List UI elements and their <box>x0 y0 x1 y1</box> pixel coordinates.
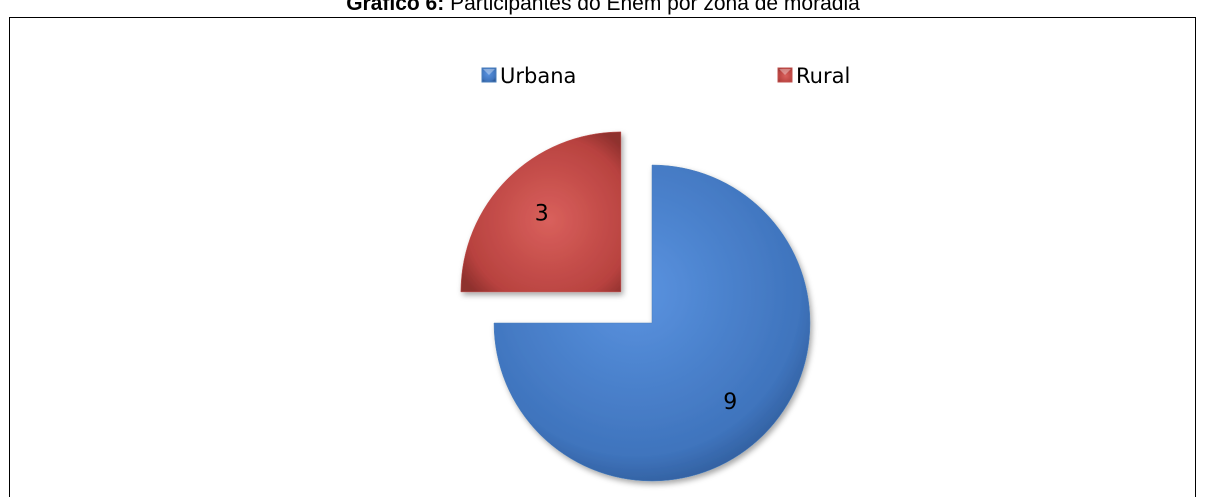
legend-swatch-shade <box>779 69 791 75</box>
legend-label: Urbana <box>500 64 576 88</box>
title-label: Gráfico 6: <box>346 0 444 15</box>
legend-swatch-shade <box>483 69 495 75</box>
legend-item: Urbana <box>481 64 576 88</box>
legend-label: Rural <box>796 64 850 88</box>
pie-slice <box>493 164 811 482</box>
title-text: Participantes do Enem por zona de moradi… <box>450 0 860 15</box>
data-label: 3 <box>535 202 549 227</box>
pie-slice <box>460 131 622 293</box>
legend-swatch <box>777 67 793 83</box>
legend-item: Rural <box>777 64 850 88</box>
chart-title: Gráfico 6: Participantes do Enem por zon… <box>346 0 860 15</box>
legend-swatch <box>481 67 497 83</box>
data-label: 9 <box>723 390 737 415</box>
